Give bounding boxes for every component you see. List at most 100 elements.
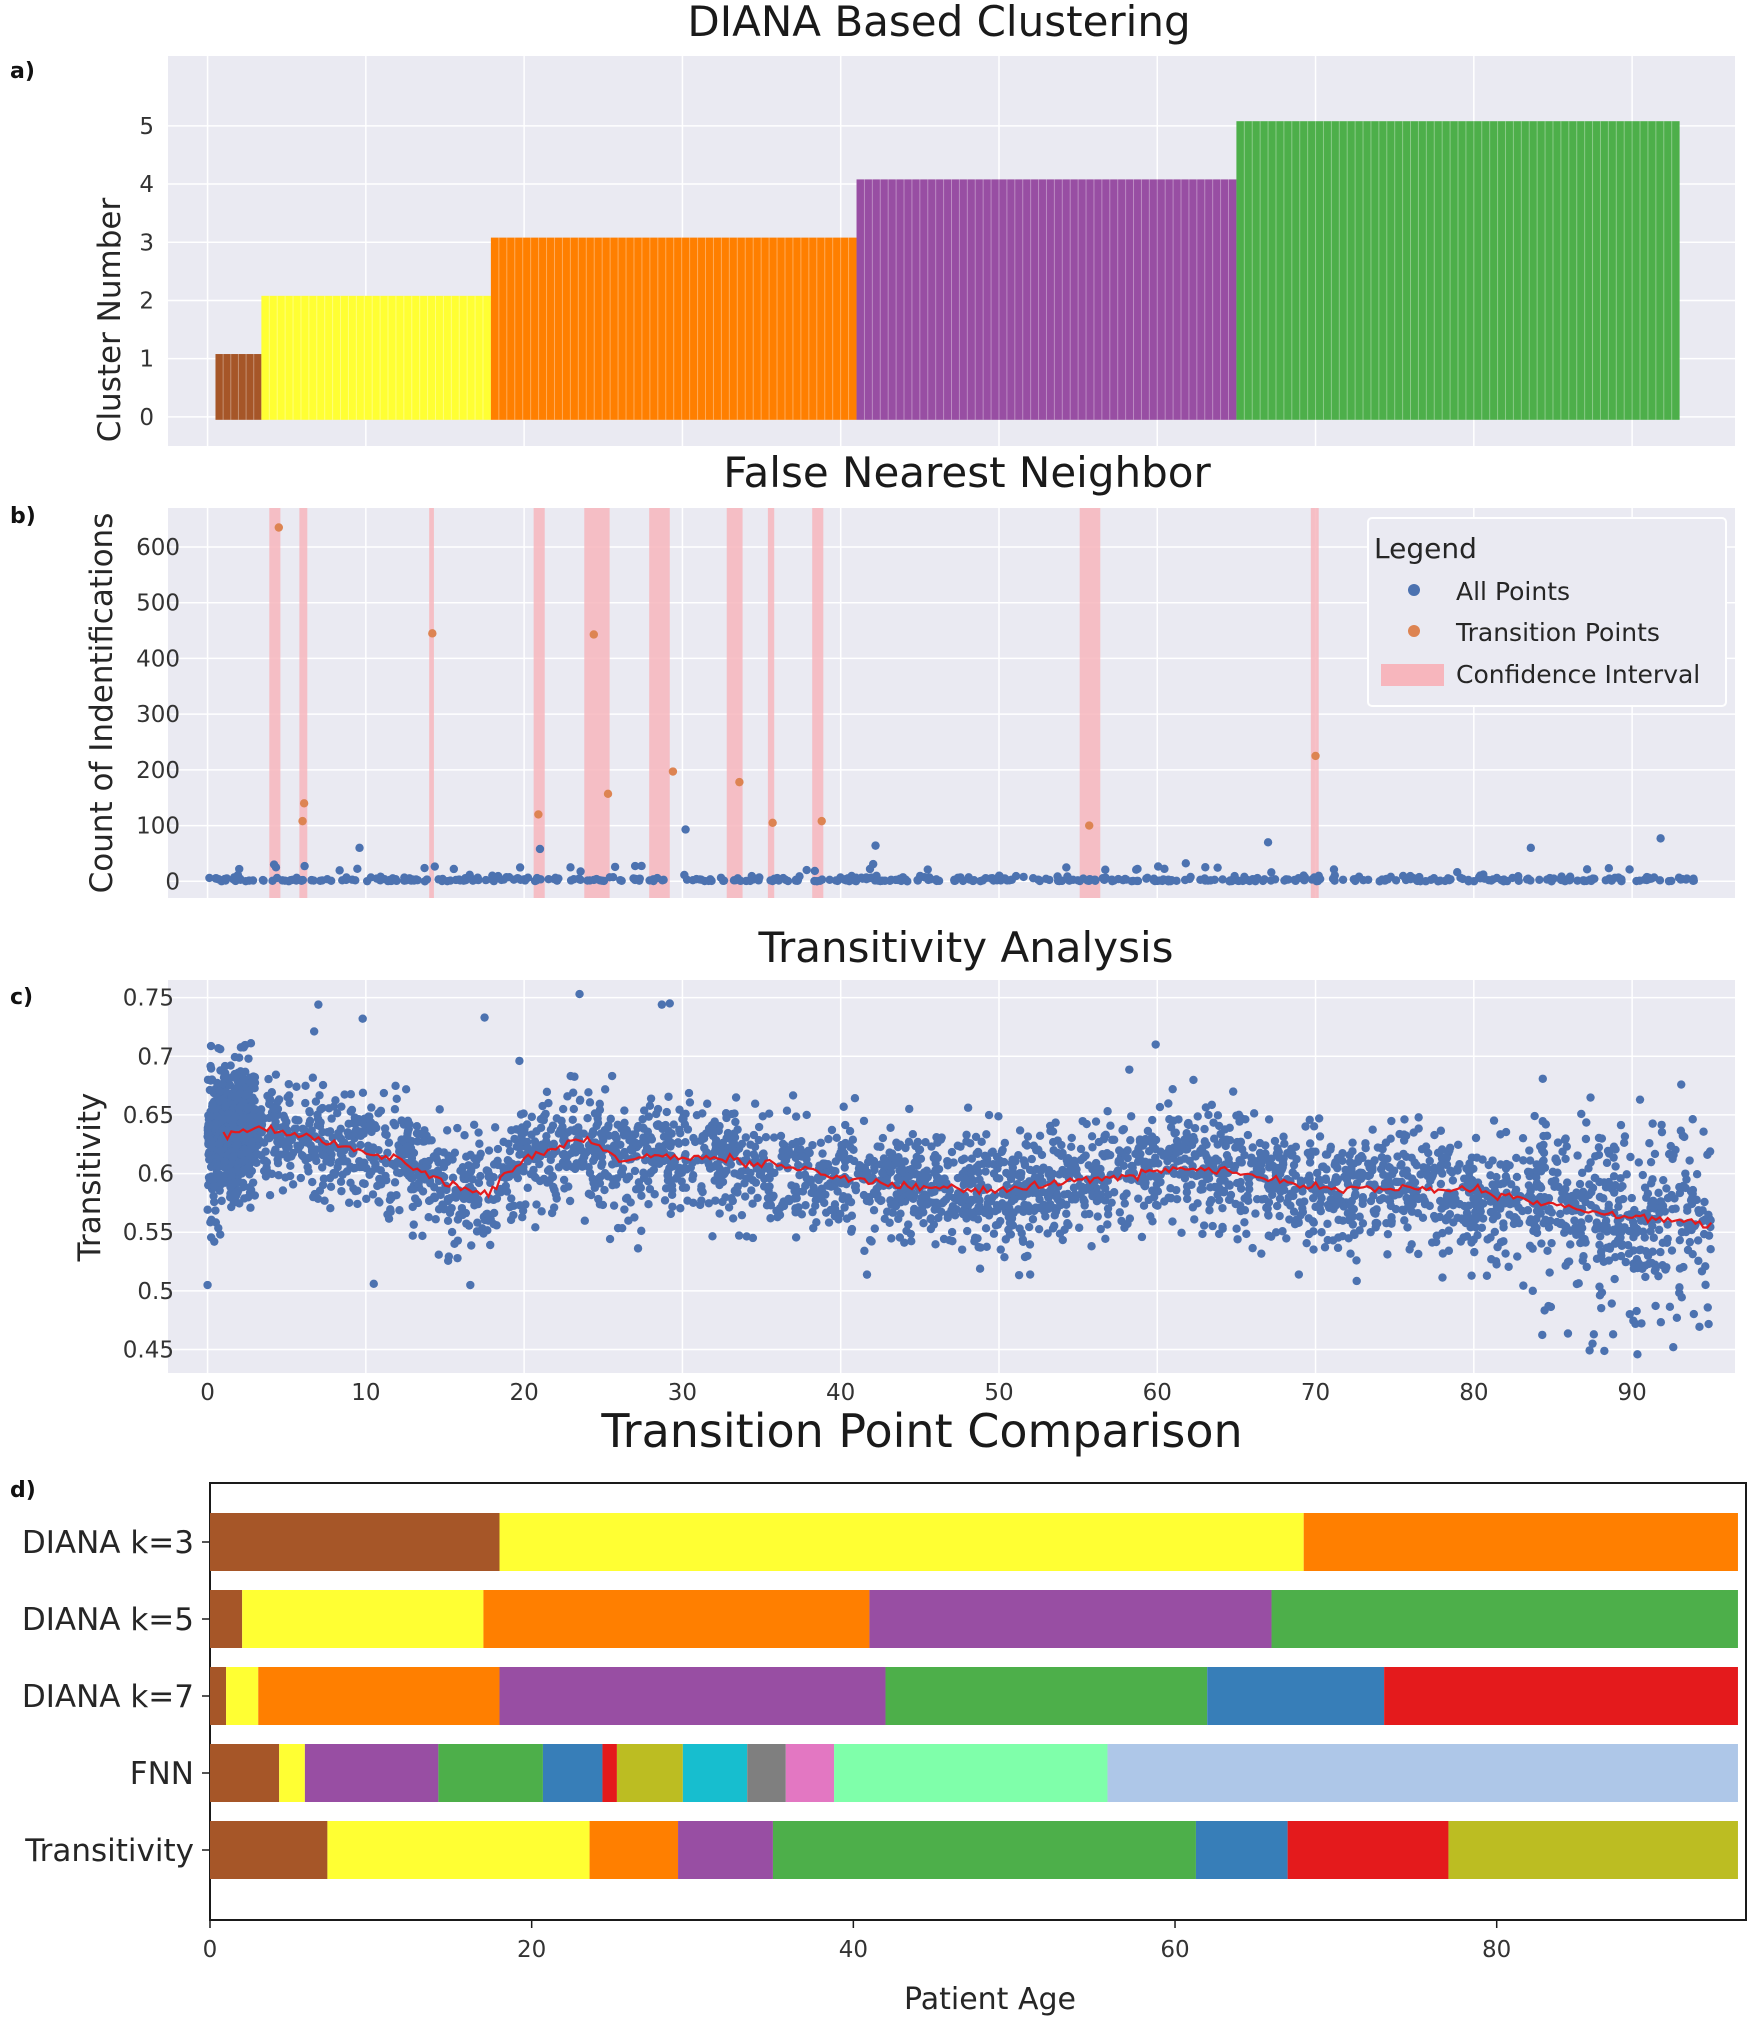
transitivity-point <box>1010 1195 1019 1204</box>
fnn-point <box>1083 876 1092 885</box>
transitivity-point <box>1034 1146 1043 1155</box>
fnn-point <box>1573 876 1582 885</box>
transitivity-point <box>943 1213 952 1222</box>
transitivity-point <box>1323 1219 1332 1229</box>
transitivity-point <box>1046 1126 1055 1136</box>
transitivity-point <box>948 1236 957 1246</box>
segment-bar <box>499 1513 1304 1571</box>
transitivity-point <box>1501 1172 1511 1181</box>
transitivity-point <box>1505 1210 1514 1219</box>
segment-bar <box>242 1590 484 1648</box>
transitivity-point <box>1093 1212 1102 1221</box>
transitivity-point <box>869 1206 879 1215</box>
transitivity-point <box>886 1123 895 1132</box>
transitivity-point <box>358 1179 368 1188</box>
transitivity-point <box>1396 1161 1405 1170</box>
transitivity-point <box>937 1207 946 1217</box>
segment-bar <box>1448 1821 1738 1879</box>
transitivity-point <box>754 1122 764 1132</box>
transitivity-point <box>1445 1209 1455 1219</box>
transitivity-point <box>250 1191 260 1200</box>
transitivity-point <box>616 1140 625 1149</box>
transitivity-point <box>710 1117 719 1126</box>
transitivity-point <box>595 1099 604 1109</box>
transitivity-point <box>865 1197 874 1206</box>
transitivity-point <box>1263 1204 1272 1213</box>
transitivity-point <box>936 1135 946 1144</box>
transitivity-point <box>919 1208 928 1217</box>
transitivity-point <box>229 1198 238 1207</box>
transitivity-point <box>1371 1218 1380 1228</box>
transitivity-point <box>612 1174 622 1183</box>
transitivity-point <box>439 1158 449 1167</box>
transitivity-point <box>356 1140 365 1150</box>
transitivity-point <box>1148 1115 1157 1125</box>
fnn-point <box>1401 875 1411 885</box>
transitivity-point <box>207 1215 216 1225</box>
transitivity-point <box>239 1156 249 1166</box>
transitivity-point <box>1512 1172 1522 1182</box>
transitivity-point <box>824 1218 834 1227</box>
transitivity-point <box>1536 1209 1545 1218</box>
transitivity-point <box>747 1186 756 1195</box>
transitivity-point <box>1351 1189 1360 1199</box>
transitivity-point <box>795 1170 804 1180</box>
transitivity-point <box>1000 1138 1010 1148</box>
transitivity-point <box>1449 1200 1458 1210</box>
transitivity-point <box>1048 1224 1058 1233</box>
transitivity-point <box>1602 1243 1612 1252</box>
transitivity-point <box>1507 1180 1516 1189</box>
transitivity-point <box>604 1121 613 1130</box>
transitivity-point <box>1595 1240 1604 1250</box>
transitivity-point <box>1345 1158 1355 1167</box>
transitivity-point <box>1274 1147 1284 1157</box>
fnn-point <box>913 875 922 885</box>
transitivity-point <box>708 1232 717 1241</box>
transitivity-point <box>932 1177 942 1186</box>
transitivity-point <box>434 1147 443 1156</box>
transitivity-point <box>246 1203 255 1212</box>
transitivity-point <box>474 1178 484 1188</box>
transitivity-point <box>658 1142 668 1151</box>
confidence-interval-band <box>726 508 743 898</box>
transitivity-point <box>1693 1236 1703 1245</box>
transitivity-point <box>215 1186 224 1195</box>
transitivity-point <box>1317 1228 1326 1237</box>
transitivity-point <box>1438 1273 1447 1282</box>
transitivity-point <box>981 1167 990 1176</box>
transitivity-point <box>392 1094 401 1104</box>
transitivity-point <box>460 1131 469 1140</box>
transitivity-point <box>1155 1102 1165 1112</box>
fnn-point <box>1391 876 1401 885</box>
transitivity-point <box>1300 1197 1309 1206</box>
transitivity-point <box>1637 1319 1646 1328</box>
transitivity-point <box>1671 1204 1680 1213</box>
transitivity-point <box>765 1162 774 1171</box>
transitivity-point <box>1603 1146 1613 1156</box>
segment-bar <box>616 1744 683 1802</box>
transitivity-point <box>395 1168 404 1178</box>
transitivity-point <box>1437 1145 1447 1154</box>
panel-c-transitivity-analysis: Transitivity Analysis 0.45 0.5 0.55 0.6 0.65… <box>72 923 1735 1406</box>
transitivity-point <box>1572 1188 1581 1197</box>
transitivity-point <box>371 1159 380 1169</box>
transitivity-point <box>754 1135 763 1145</box>
transitivity-point <box>1289 1207 1299 1216</box>
panel-b-legend: Legend All Points Transition Points Conf… <box>1367 517 1727 707</box>
transitivity-point <box>1164 1099 1173 1108</box>
transitivity-point <box>1240 1218 1249 1227</box>
fnn-point <box>1181 859 1191 868</box>
transitivity-point <box>1584 1190 1594 1200</box>
transitivity-point <box>1546 1216 1555 1226</box>
transitivity-point <box>474 1195 483 1204</box>
transitivity-point <box>215 1086 224 1096</box>
transitivity-point <box>486 1178 495 1188</box>
transitivity-point <box>285 1098 294 1108</box>
transitivity-point <box>1425 1156 1434 1166</box>
transitivity-point <box>1657 1127 1667 1137</box>
fnn-point <box>449 864 459 874</box>
transitivity-point <box>740 1192 750 1201</box>
x-tick-label: 40 <box>826 1380 855 1406</box>
transitivity-point <box>1221 1141 1230 1151</box>
transitivity-point <box>669 1120 678 1129</box>
